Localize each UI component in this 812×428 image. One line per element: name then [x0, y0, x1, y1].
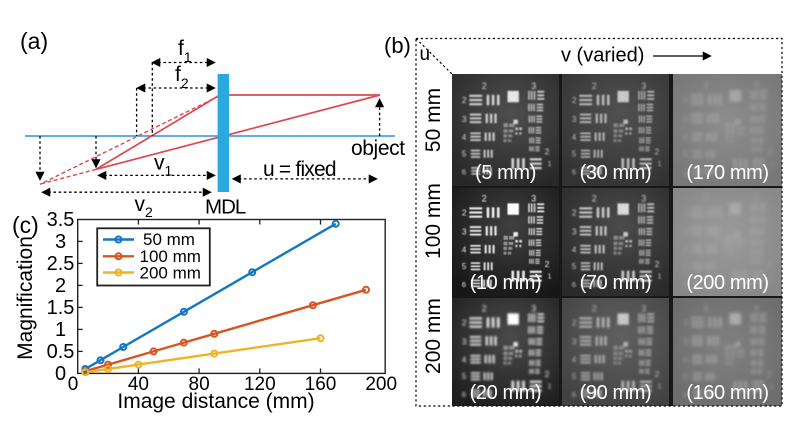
svg-text:80: 80 — [189, 374, 210, 395]
svg-text:200: 200 — [365, 374, 397, 395]
svg-text:(b): (b) — [384, 33, 411, 58]
svg-text:1.5: 1.5 — [47, 297, 75, 319]
svg-text:0.5: 0.5 — [47, 341, 75, 363]
svg-text:40: 40 — [128, 374, 149, 395]
svg-text:Magnification: Magnification — [14, 236, 37, 360]
svg-text:3.5: 3.5 — [47, 209, 75, 231]
svg-text:v2: v2 — [135, 193, 154, 220]
svg-text:(c): (c) — [12, 212, 39, 238]
svg-text:160: 160 — [305, 374, 337, 395]
svg-text:200 mm: 200 mm — [140, 263, 201, 282]
svg-text:object: object — [351, 137, 405, 160]
svg-text:Image distance (mm): Image distance (mm) — [117, 390, 314, 413]
svg-text:(a): (a) — [20, 28, 48, 54]
svg-text:3: 3 — [55, 231, 66, 253]
svg-text:0: 0 — [55, 363, 66, 385]
svg-text:v (varied): v (varied) — [561, 45, 644, 67]
svg-text:0: 0 — [68, 374, 79, 395]
svg-text:50 mm: 50 mm — [143, 230, 195, 249]
svg-text:120: 120 — [244, 374, 276, 395]
svg-text:v1: v1 — [154, 152, 173, 179]
svg-text:f1: f1 — [178, 37, 192, 65]
svg-text:MDL: MDL — [205, 196, 246, 219]
svg-text:100 mm: 100 mm — [140, 247, 201, 266]
svg-text:u = fixed: u = fixed — [263, 158, 336, 181]
svg-text:f2: f2 — [175, 63, 189, 91]
svg-text:1: 1 — [55, 319, 66, 341]
svg-text:2: 2 — [55, 275, 66, 297]
svg-text:2.5: 2.5 — [47, 253, 75, 275]
svg-text:u: u — [420, 44, 431, 65]
